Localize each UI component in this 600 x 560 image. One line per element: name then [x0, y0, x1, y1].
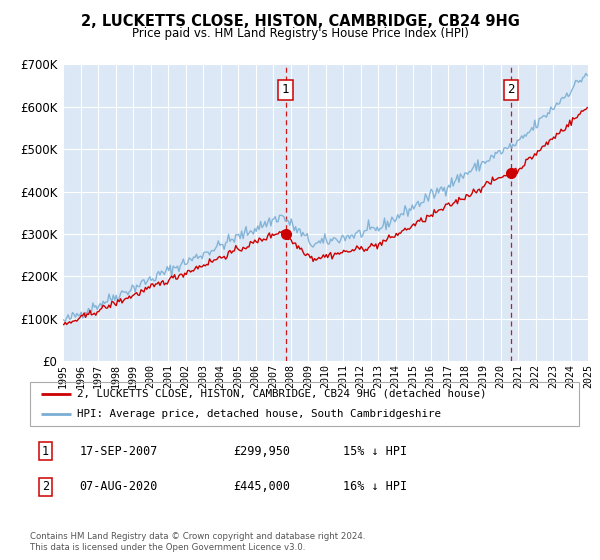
Text: 07-AUG-2020: 07-AUG-2020	[79, 480, 158, 493]
Text: 15% ↓ HPI: 15% ↓ HPI	[343, 445, 407, 458]
Text: 1: 1	[282, 83, 289, 96]
Text: £445,000: £445,000	[233, 480, 290, 493]
Text: 2: 2	[507, 83, 515, 96]
Text: 2, LUCKETTS CLOSE, HISTON, CAMBRIDGE, CB24 9HG: 2, LUCKETTS CLOSE, HISTON, CAMBRIDGE, CB…	[80, 14, 520, 29]
Text: This data is licensed under the Open Government Licence v3.0.: This data is licensed under the Open Gov…	[30, 543, 305, 552]
Text: 16% ↓ HPI: 16% ↓ HPI	[343, 480, 407, 493]
Text: Contains HM Land Registry data © Crown copyright and database right 2024.: Contains HM Land Registry data © Crown c…	[30, 532, 365, 541]
Text: HPI: Average price, detached house, South Cambridgeshire: HPI: Average price, detached house, Sout…	[77, 409, 440, 419]
Text: 1: 1	[42, 445, 49, 458]
Text: 17-SEP-2007: 17-SEP-2007	[79, 445, 158, 458]
Text: Price paid vs. HM Land Registry's House Price Index (HPI): Price paid vs. HM Land Registry's House …	[131, 27, 469, 40]
Text: 2, LUCKETTS CLOSE, HISTON, CAMBRIDGE, CB24 9HG (detached house): 2, LUCKETTS CLOSE, HISTON, CAMBRIDGE, CB…	[77, 389, 486, 399]
Text: £299,950: £299,950	[233, 445, 290, 458]
Text: 2: 2	[42, 480, 49, 493]
